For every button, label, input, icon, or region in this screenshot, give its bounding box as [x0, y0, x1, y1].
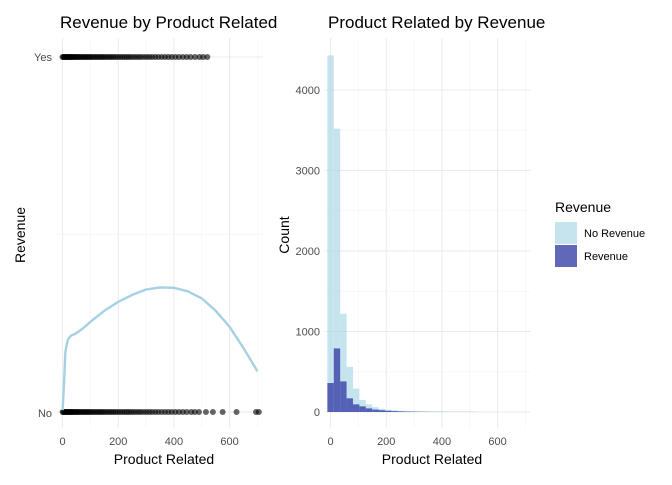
bar-revenue [340, 381, 346, 412]
right-bars [327, 55, 525, 412]
x-tick-label: 200 [377, 436, 395, 448]
data-point [220, 409, 226, 415]
right-y-ticks: 0 1000 2000 3000 4000 [296, 85, 320, 419]
data-point [203, 409, 209, 415]
bar-revenue [372, 410, 378, 412]
bar-revenue [334, 348, 340, 412]
legend: Revenue No Revenue Revenue [555, 199, 645, 267]
bar-revenue [366, 408, 372, 412]
bar-revenue [385, 411, 391, 412]
left-x-ticks: 0 200 400 600 [60, 436, 239, 448]
y-tick-label-yes: Yes [34, 52, 52, 64]
x-tick-label: 600 [488, 436, 506, 448]
data-point [204, 54, 210, 60]
left-smooth [63, 287, 258, 410]
data-point [256, 409, 262, 415]
data-point [234, 409, 240, 415]
legend-key-revenue [555, 245, 577, 267]
x-tick-label: 400 [433, 436, 451, 448]
bar-revenue [391, 411, 397, 412]
data-point [210, 409, 216, 415]
legend-key-no-revenue [555, 222, 577, 244]
x-tick-label: 200 [109, 436, 127, 448]
x-tick-label: 0 [60, 436, 66, 448]
left-gridlines [57, 38, 263, 428]
y-tick-label-no: No [38, 408, 52, 420]
left-y-ticks: Yes No [34, 52, 52, 420]
right-gridlines [325, 38, 531, 428]
right-y-axis-title: Count [276, 216, 292, 253]
left-x-axis-title: Product Related [114, 451, 214, 467]
y-tick-label: 3000 [296, 166, 320, 178]
x-tick-label: 600 [220, 436, 238, 448]
x-tick-label: 400 [165, 436, 183, 448]
bar-no-revenue [327, 55, 333, 412]
bar-revenue [353, 404, 359, 412]
data-point [196, 409, 202, 415]
legend-title: Revenue [555, 199, 611, 215]
right-chart-title: Product Related by Revenue [328, 13, 545, 32]
y-tick-label: 4000 [296, 85, 320, 97]
bar-revenue [379, 410, 385, 412]
bar-revenue [359, 406, 365, 412]
right-panel: Product Related by Revenue 0100020003000… [276, 13, 545, 467]
bar-revenue [398, 411, 404, 412]
left-panel: Revenue by Product Related Yes No 0 200 40… [12, 13, 277, 467]
x-tick-label: 0 [328, 436, 334, 448]
legend-label-no-revenue: No Revenue [584, 228, 645, 240]
y-tick-label: 1000 [296, 327, 320, 339]
right-x-axis-title: Product Related [382, 451, 482, 467]
right-x-ticks: 0 200 400 600 [328, 436, 507, 448]
bar-revenue [327, 383, 333, 412]
left-chart-title: Revenue by Product Related [60, 13, 277, 32]
bar-revenue [347, 398, 353, 412]
left-y-axis-title: Revenue [12, 207, 28, 263]
smooth-line [63, 287, 258, 410]
y-tick-label: 2000 [296, 246, 320, 258]
y-tick-label: 0 [314, 407, 320, 419]
legend-label-revenue: Revenue [584, 251, 628, 263]
